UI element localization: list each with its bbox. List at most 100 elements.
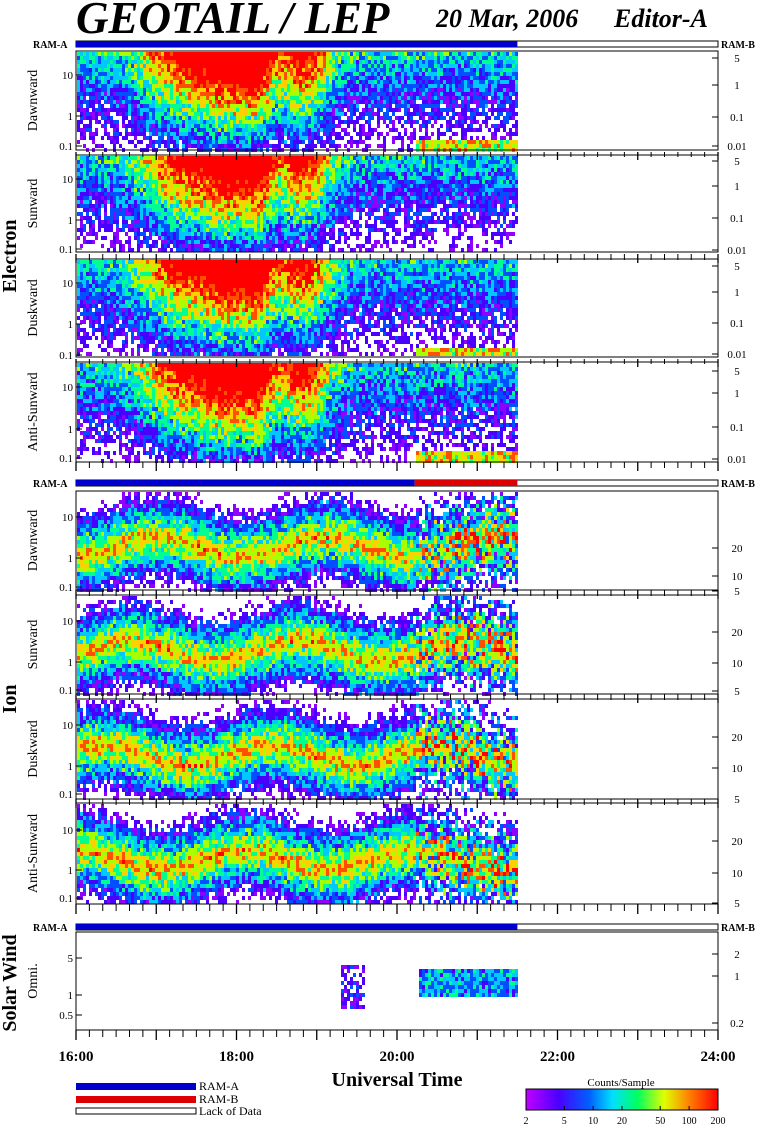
- spectrogram-cell: [185, 104, 188, 108]
- spectrogram-cell: [383, 68, 386, 72]
- spectrogram-cell: [221, 172, 224, 176]
- spectrogram-cell: [368, 124, 371, 128]
- spectrogram-cell: [386, 52, 389, 56]
- spectrogram-cell: [242, 100, 245, 104]
- spectrogram-cell: [449, 56, 452, 60]
- spectrogram-cell: [299, 156, 302, 160]
- spectrogram-cell: [239, 60, 242, 64]
- spectrogram-cell: [158, 136, 161, 140]
- spectrogram-cell: [191, 196, 194, 200]
- spectrogram-cell: [251, 156, 254, 160]
- spectrogram-cell: [128, 180, 131, 184]
- spectrogram-cell: [512, 132, 515, 136]
- spectrogram-cell: [272, 196, 275, 200]
- spectrogram-cell: [284, 160, 287, 164]
- spectrogram-cell: [197, 132, 200, 136]
- spectrogram-cell: [314, 52, 317, 56]
- spectrogram-cell: [185, 56, 188, 60]
- spectrogram-cell: [458, 92, 461, 96]
- spectrogram-cell: [350, 68, 353, 72]
- spectrogram-cell: [149, 76, 152, 80]
- spectrogram-cell: [290, 188, 293, 192]
- spectrogram-cell: [401, 76, 404, 80]
- spectrogram-cell: [281, 208, 284, 212]
- spectrogram-cell: [227, 56, 230, 60]
- spectrogram-cell: [185, 212, 188, 216]
- spectrogram-cell: [146, 180, 149, 184]
- spectrogram-cell: [440, 144, 443, 148]
- spectrogram-cell: [503, 76, 506, 80]
- spectrogram-cell: [281, 180, 284, 184]
- spectrogram-cell: [284, 212, 287, 216]
- spectrogram-cell: [239, 188, 242, 192]
- spectrogram-cell: [134, 120, 137, 124]
- spectrogram-cell: [125, 204, 128, 208]
- spectrogram-cell: [179, 108, 182, 112]
- spectrogram-cell: [206, 56, 209, 60]
- spectrogram-cell: [167, 76, 170, 80]
- spectrogram-cell: [323, 100, 326, 104]
- spectrogram-cell: [146, 188, 149, 192]
- spectrogram-cell: [251, 104, 254, 108]
- spectrogram-cell: [314, 100, 317, 104]
- spectrogram-cell: [512, 80, 515, 84]
- spectrogram-cell: [440, 60, 443, 64]
- spectrogram-cell: [440, 52, 443, 56]
- spectrogram-cell: [209, 52, 212, 56]
- spectrogram-cell: [503, 52, 506, 56]
- spectrogram-cell: [149, 212, 152, 216]
- spectrogram-cell: [224, 216, 227, 220]
- spectrogram-cell: [488, 144, 491, 148]
- spectrogram-cell: [89, 220, 92, 224]
- spectrogram-cell: [446, 72, 449, 76]
- spectrogram-cell: [320, 144, 323, 148]
- spectrogram-cell: [308, 76, 311, 80]
- spectrogram-cell: [470, 84, 473, 88]
- spectrogram-cell: [413, 112, 416, 116]
- spectrogram-cell: [422, 60, 425, 64]
- spectrogram-cell: [149, 88, 152, 92]
- spectrogram-cell: [80, 92, 83, 96]
- spectrogram-cell: [125, 212, 128, 216]
- spectrogram-cell: [218, 100, 221, 104]
- spectrogram-cell: [218, 112, 221, 116]
- spectrogram-cell: [299, 52, 302, 56]
- spectrogram-cell: [146, 200, 149, 204]
- spectrogram-cell: [284, 172, 287, 176]
- spectrogram-cell: [119, 144, 122, 148]
- spectrogram-cell: [104, 108, 107, 112]
- spectrogram-cell: [227, 236, 230, 240]
- spectrogram-cell: [497, 92, 500, 96]
- spectrogram-cell: [329, 100, 332, 104]
- spectrogram-cell: [164, 204, 167, 208]
- spectrogram-cell: [446, 108, 449, 112]
- spectrogram-cell: [272, 108, 275, 112]
- spectrogram-cell: [104, 128, 107, 132]
- spectrogram-cell: [368, 72, 371, 76]
- spectrogram-cell: [443, 96, 446, 100]
- spectrogram-cell: [320, 136, 323, 140]
- spectrogram-cell: [221, 112, 224, 116]
- spectrogram-cell: [203, 232, 206, 236]
- spectrogram-cell: [137, 108, 140, 112]
- spectrogram-cell: [428, 140, 431, 144]
- spectrogram-cell: [116, 92, 119, 96]
- spectrogram-cell: [179, 112, 182, 116]
- spectrogram-cell: [512, 108, 515, 112]
- spectrogram-cell: [206, 212, 209, 216]
- spectrogram-cell: [176, 228, 179, 232]
- spectrogram-cell: [275, 56, 278, 60]
- spectrogram-cell: [392, 92, 395, 96]
- spectrogram-cell: [125, 52, 128, 56]
- spectrogram-cell: [95, 168, 98, 172]
- spectrogram-cell: [170, 112, 173, 116]
- spectrogram-cell: [221, 124, 224, 128]
- spectrogram-cell: [101, 236, 104, 240]
- spectrogram-cell: [143, 164, 146, 168]
- spectrogram-cell: [317, 68, 320, 72]
- spectrogram-cell: [245, 112, 248, 116]
- spectrogram-cell: [200, 232, 203, 236]
- spectrogram-cell: [287, 92, 290, 96]
- spectrogram-cell: [338, 80, 341, 84]
- spectrogram-cell: [122, 52, 125, 56]
